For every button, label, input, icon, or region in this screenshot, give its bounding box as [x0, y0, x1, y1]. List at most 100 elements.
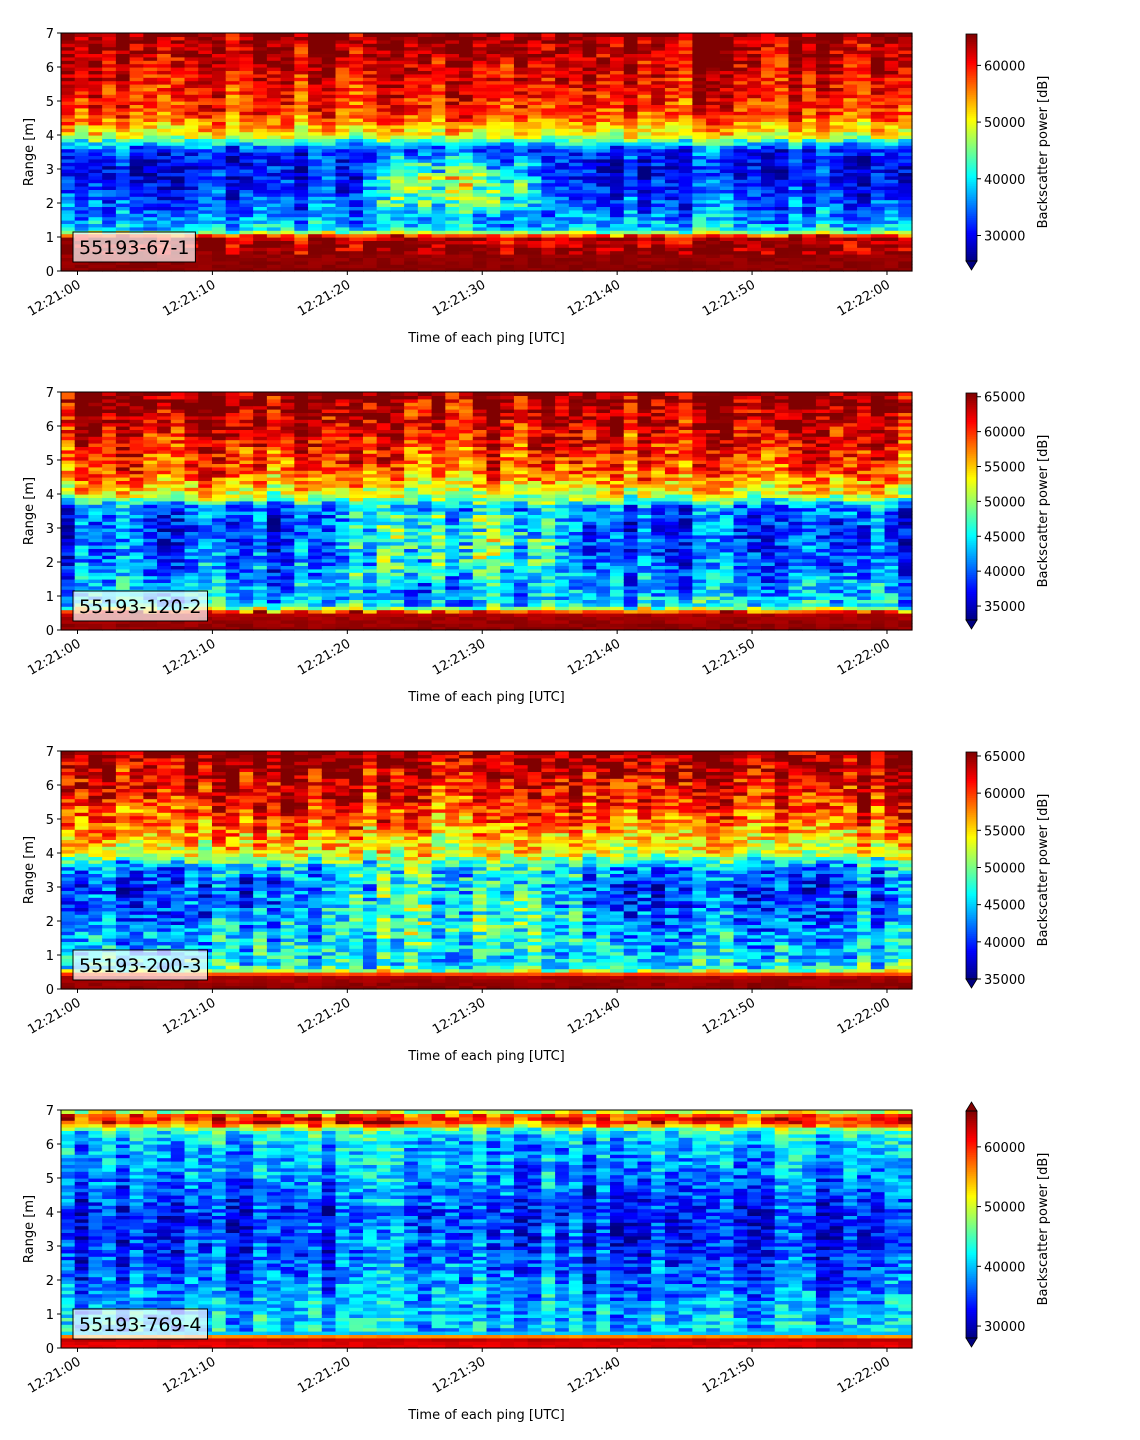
heatmap-cell — [830, 183, 844, 187]
heatmap-cell — [637, 217, 651, 221]
heatmap-cell — [253, 251, 267, 255]
heatmap-cell — [651, 227, 665, 231]
heatmap-cell — [171, 183, 185, 187]
heatmap-cell — [665, 227, 679, 231]
heatmap-cell — [322, 234, 336, 238]
heatmap-cell — [226, 264, 240, 268]
heatmap-cell — [898, 234, 912, 238]
heatmap-cell — [212, 33, 226, 37]
heatmap-cell — [418, 193, 432, 197]
heatmap-cell — [706, 210, 720, 214]
heatmap-cell — [651, 244, 665, 248]
heatmap-cell — [61, 453, 75, 457]
heatmap-cell — [885, 251, 899, 255]
heatmap-cell — [198, 234, 212, 238]
heatmap-cell — [102, 166, 116, 170]
heatmap-cell — [294, 200, 308, 204]
heatmap-cell — [226, 217, 240, 221]
heatmap-cell — [528, 193, 542, 197]
heatmap-cell — [610, 183, 624, 187]
heatmap-cell — [706, 142, 720, 146]
heatmap-cell — [226, 200, 240, 204]
heatmap-cell — [871, 159, 885, 163]
heatmap-cell — [734, 227, 748, 231]
heatmap-cell — [871, 176, 885, 180]
heatmap-cell — [610, 210, 624, 214]
heatmap-cell — [253, 159, 267, 163]
heatmap-cell — [418, 210, 432, 214]
heatmap-cell — [75, 159, 89, 163]
heatmap-cell — [239, 33, 253, 37]
heatmap-cell — [679, 210, 693, 214]
heatmap-cell — [88, 402, 102, 406]
heatmap-cell — [487, 142, 501, 146]
heatmap-cell — [624, 132, 638, 136]
heatmap-cell — [679, 33, 693, 37]
heatmap-cell — [116, 227, 130, 231]
heatmap-cell — [363, 166, 377, 170]
heatmap-cell — [336, 251, 350, 255]
heatmap-cell — [294, 210, 308, 214]
heatmap-cell — [692, 251, 706, 255]
heatmap-cell — [816, 142, 830, 146]
heatmap-cell — [185, 149, 199, 153]
heatmap-cell — [116, 402, 130, 406]
heatmap-cell — [583, 166, 597, 170]
heatmap-cell — [596, 264, 610, 268]
heatmap-cell — [349, 264, 363, 268]
heatmap-cell — [898, 264, 912, 268]
heatmap-cell — [706, 217, 720, 221]
heatmap-cell — [239, 149, 253, 153]
heatmap-cell — [390, 227, 404, 231]
heatmap-cell — [747, 132, 761, 136]
heatmap-cell — [583, 159, 597, 163]
heatmap-cell — [212, 200, 226, 204]
heatmap-cell — [871, 132, 885, 136]
heatmap-cell — [898, 244, 912, 248]
heatmap-cell — [692, 166, 706, 170]
heatmap-cell — [130, 392, 144, 396]
heatmap-cell — [871, 217, 885, 221]
heatmap-cell — [102, 419, 116, 423]
heatmap-cell — [500, 251, 514, 255]
heatmap-cell — [88, 504, 102, 508]
heatmap-cell — [569, 132, 583, 136]
heatmap-cell — [253, 193, 267, 197]
x-tick-label: 12:21:50 — [700, 277, 758, 319]
heatmap-cell — [143, 159, 157, 163]
heatmap-cell — [336, 176, 350, 180]
heatmap-cell — [802, 227, 816, 231]
heatmap-cell — [734, 166, 748, 170]
heatmap-cell — [610, 142, 624, 146]
annotation-label: 55193-67-1 — [79, 237, 189, 259]
heatmap-cell — [226, 234, 240, 238]
heatmap-cell — [802, 244, 816, 248]
heatmap-cell — [432, 217, 446, 221]
heatmap-cell — [473, 33, 487, 37]
heatmap-cell — [637, 244, 651, 248]
heatmap-cell — [88, 132, 102, 136]
heatmap-cell — [143, 210, 157, 214]
heatmap-cell — [692, 210, 706, 214]
heatmap-cell — [898, 33, 912, 37]
heatmap-cell — [390, 159, 404, 163]
heatmap-cell — [404, 166, 418, 170]
heatmap-cell — [390, 244, 404, 248]
heatmap-cell — [816, 200, 830, 204]
heatmap-cell — [212, 166, 226, 170]
heatmap-cell — [143, 183, 157, 187]
heatmap-cell — [377, 159, 391, 163]
heatmap-cell — [418, 264, 432, 268]
heatmap-cell — [363, 264, 377, 268]
heatmap-cell — [377, 193, 391, 197]
heatmap-cell — [871, 210, 885, 214]
heatmap-cell — [541, 33, 555, 37]
heatmap-cell — [761, 234, 775, 238]
heatmap-cell — [500, 193, 514, 197]
heatmap-cell — [171, 264, 185, 268]
heatmap-cell — [185, 132, 199, 136]
heatmap-cell — [541, 227, 555, 231]
heatmap-cell — [239, 244, 253, 248]
